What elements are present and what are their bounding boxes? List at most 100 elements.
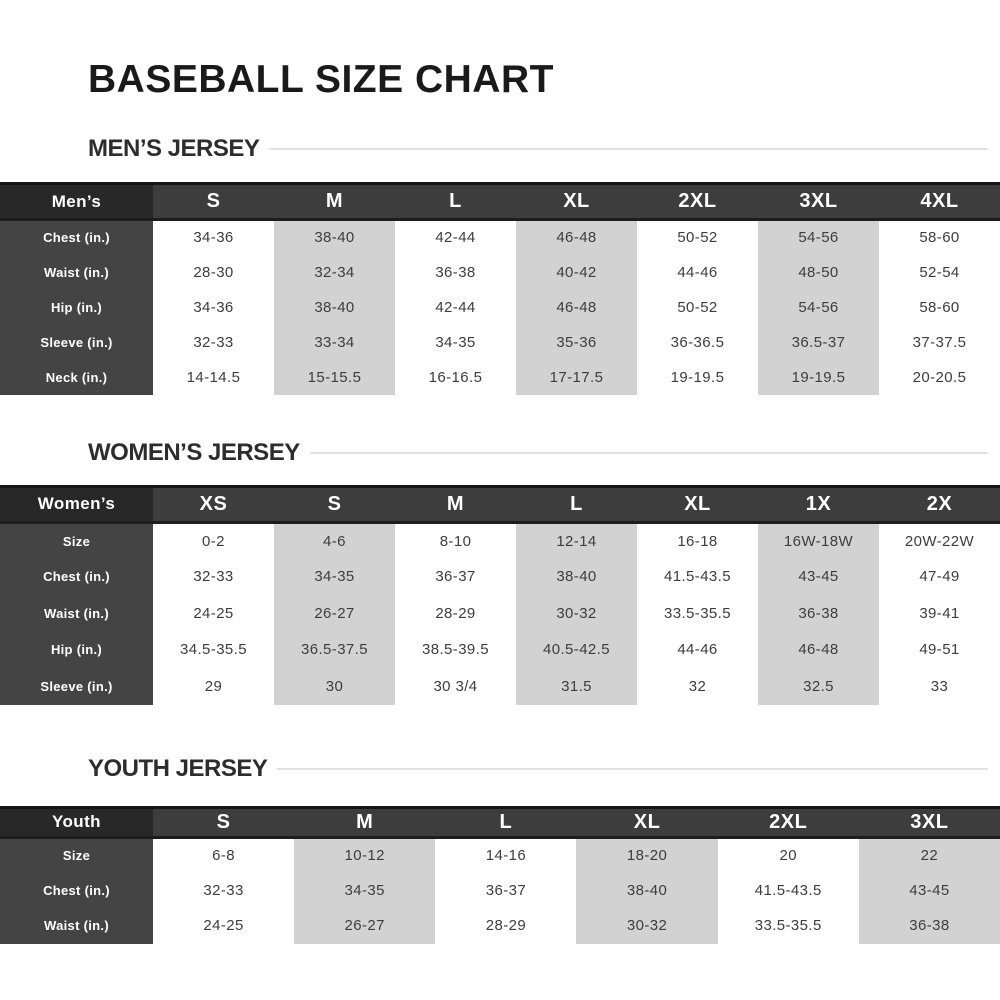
size-column-header: 2XL xyxy=(717,805,859,839)
value-cell: 0-2 xyxy=(153,522,274,559)
size-column-header: S xyxy=(153,805,295,839)
value-cell: 41.5-43.5 xyxy=(717,872,859,908)
row-label: Sleeve (in.) xyxy=(0,668,153,705)
value-cell: 24-25 xyxy=(153,908,295,944)
table-row: Sleeve (in.) 32-33 33-34 34-35 35-36 36-36.5 3… xyxy=(0,324,1000,360)
value-cell: 36-38 xyxy=(395,254,516,290)
value-cell: 43-45 xyxy=(858,872,1000,908)
mens-jersey-heading: MEN’S JERSEY xyxy=(88,135,988,163)
value-cell: 58-60 xyxy=(879,289,1000,325)
value-cell: 47-49 xyxy=(879,558,1000,595)
size-column-header: XS xyxy=(153,484,274,524)
value-cell: 38-40 xyxy=(274,219,395,255)
value-cell: 36-37 xyxy=(435,872,577,908)
value-cell: 36.5-37 xyxy=(758,324,879,360)
value-cell: 30-32 xyxy=(516,595,637,632)
value-cell: 20W-22W xyxy=(879,522,1000,559)
value-cell: 54-56 xyxy=(758,219,879,255)
womens-size-table: Women’s XS S M L XL 1X 2X Size 0-2 4-6 8-10 12-14 16-… xyxy=(0,484,1000,705)
value-cell: 52-54 xyxy=(879,254,1000,290)
mens-jersey-heading-label: MEN’S JERSEY xyxy=(88,135,260,162)
size-column-header: 3XL xyxy=(858,805,1000,839)
size-column-header: XL xyxy=(516,182,637,221)
value-cell: 37-37.5 xyxy=(879,324,1000,360)
value-cell: 16-18 xyxy=(637,522,758,559)
mens-jersey-section: MEN’S JERSEY Men’s S M L XL 2XL 3XL 4XL Chest (i… xyxy=(0,135,1000,395)
row-label: Hip (in.) xyxy=(0,289,153,325)
value-cell: 32 xyxy=(637,668,758,705)
youth-size-table: Youth S M L XL 2XL 3XL Size 6-8 10-12 14-16 18-20 20… xyxy=(0,805,1000,944)
mens-size-table: Men’s S M L XL 2XL 3XL 4XL Chest (in.) 34-36 38-40… xyxy=(0,182,1000,395)
value-cell: 34-35 xyxy=(274,558,395,595)
value-cell: 50-52 xyxy=(637,289,758,325)
heading-rule xyxy=(277,767,988,770)
value-cell: 28-29 xyxy=(435,908,577,944)
value-cell: 36.5-37.5 xyxy=(274,631,395,668)
size-column-header: M xyxy=(294,805,436,839)
value-cell: 46-48 xyxy=(516,219,637,255)
value-cell: 32-34 xyxy=(274,254,395,290)
value-cell: 49-51 xyxy=(879,631,1000,668)
heading-rule xyxy=(269,148,988,150)
value-cell: 26-27 xyxy=(274,595,395,632)
value-cell: 30 xyxy=(274,668,395,705)
value-cell: 48-50 xyxy=(758,254,879,290)
value-cell: 6-8 xyxy=(153,837,295,873)
row-label: Sleeve (in.) xyxy=(0,324,153,360)
value-cell: 19-19.5 xyxy=(637,359,758,395)
table-row: Hip (in.) 34-36 38-40 42-44 46-48 50-52 54-56 5… xyxy=(0,289,1000,325)
size-column-header: L xyxy=(435,805,577,839)
table-row: Chest (in.) 32-33 34-35 36-37 38-40 41.5-43.5… xyxy=(0,872,1000,908)
value-cell: 31.5 xyxy=(516,668,637,705)
value-cell: 32.5 xyxy=(758,668,879,705)
value-cell: 20 xyxy=(717,837,859,873)
value-cell: 34-35 xyxy=(294,872,436,908)
womens-jersey-heading: WOMEN’S JERSEY xyxy=(88,439,988,467)
value-cell: 14-16 xyxy=(435,837,577,873)
page-title: BASEBALL SIZE CHART xyxy=(88,58,554,101)
value-cell: 34-36 xyxy=(153,219,274,255)
size-column-header: S xyxy=(153,182,274,221)
value-cell: 32-33 xyxy=(153,324,274,360)
size-column-header: 1X xyxy=(758,484,879,524)
value-cell: 33.5-35.5 xyxy=(717,908,859,944)
value-cell: 40.5-42.5 xyxy=(516,631,637,668)
value-cell: 28-29 xyxy=(395,595,516,632)
size-column-header: M xyxy=(274,182,395,221)
header-row: Women’s XS S M L XL 1X 2X xyxy=(0,484,1000,524)
value-cell: 33.5-35.5 xyxy=(637,595,758,632)
value-cell: 38-40 xyxy=(274,289,395,325)
value-cell: 12-14 xyxy=(516,522,637,559)
header-row: Youth S M L XL 2XL 3XL xyxy=(0,805,1000,839)
youth-jersey-section: YOUTH JERSEY Youth S M L XL 2XL 3XL Size 6-8 10-1… xyxy=(0,755,1000,944)
row-label: Waist (in.) xyxy=(0,908,153,944)
value-cell: 46-48 xyxy=(516,289,637,325)
size-column-header: 2X xyxy=(879,484,1000,524)
size-column-header: 4XL xyxy=(879,182,1000,221)
value-cell: 41.5-43.5 xyxy=(637,558,758,595)
table-row: Size 0-2 4-6 8-10 12-14 16-18 16W-18W 20W-22W xyxy=(0,522,1000,559)
value-cell: 15-15.5 xyxy=(274,359,395,395)
value-cell: 8-10 xyxy=(395,522,516,559)
value-cell: 50-52 xyxy=(637,219,758,255)
value-cell: 34-36 xyxy=(153,289,274,325)
table-row: Waist (in.) 28-30 32-34 36-38 40-42 44-46 48-5… xyxy=(0,254,1000,290)
value-cell: 44-46 xyxy=(637,254,758,290)
womens-jersey-heading-label: WOMEN’S JERSEY xyxy=(88,438,300,466)
value-cell: 18-20 xyxy=(576,837,718,873)
size-column-header: M xyxy=(395,484,516,524)
value-cell: 33 xyxy=(879,668,1000,705)
row-label: Hip (in.) xyxy=(0,631,153,668)
value-cell: 30-32 xyxy=(576,908,718,944)
heading-rule xyxy=(309,451,988,454)
value-cell: 17-17.5 xyxy=(516,359,637,395)
value-cell: 16-16.5 xyxy=(395,359,516,395)
size-column-header: L xyxy=(395,182,516,221)
header-row: Men’s S M L XL 2XL 3XL 4XL xyxy=(0,182,1000,221)
value-cell: 20-20.5 xyxy=(879,359,1000,395)
size-column-header: L xyxy=(516,484,637,524)
row-label: Chest (in.) xyxy=(0,219,153,255)
table-corner-label: Men’s xyxy=(0,182,153,221)
value-cell: 54-56 xyxy=(758,289,879,325)
value-cell: 26-27 xyxy=(294,908,436,944)
